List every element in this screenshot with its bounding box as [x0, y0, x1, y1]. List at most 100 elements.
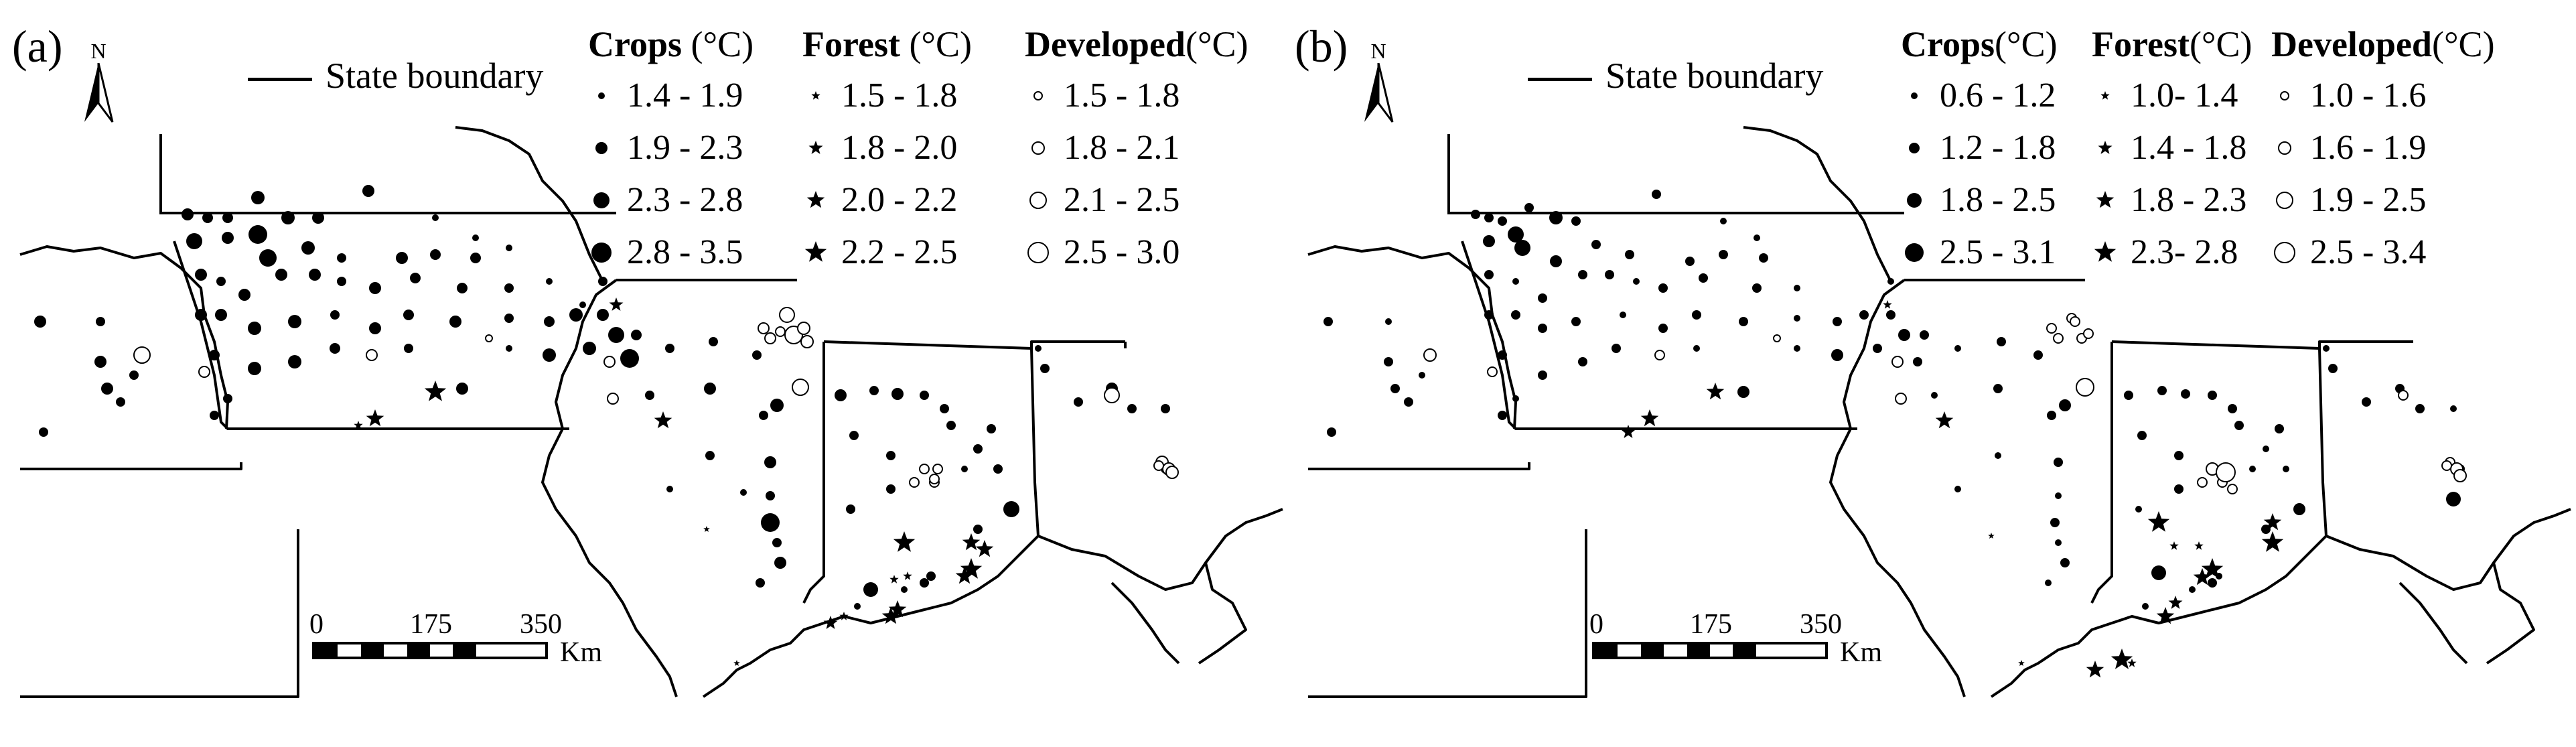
- crops-station-marker: [1538, 293, 1547, 303]
- forest-station-marker: [893, 531, 916, 552]
- legend-item: 2.5 - 3.4: [2271, 226, 2495, 279]
- developed-station-marker: [2076, 378, 2094, 397]
- star-icon: [811, 91, 820, 100]
- crops-station-marker: [2415, 404, 2425, 413]
- crops-station-marker: [1508, 226, 1524, 243]
- ring-icon: [2280, 91, 2289, 100]
- crops-station-marker: [665, 344, 674, 353]
- crops-station-marker: [215, 309, 227, 321]
- developed-station-marker: [2398, 390, 2409, 401]
- state-boundaries: [1307, 126, 2571, 698]
- crops-station-marker: [470, 253, 481, 263]
- crops-station-marker: [116, 397, 125, 407]
- crops-station-marker: [432, 214, 439, 221]
- crops-station-marker: [2249, 466, 2256, 472]
- crops-station-marker: [1794, 345, 1800, 352]
- crops-station-marker: [1327, 427, 1336, 437]
- crops-station-marker: [1161, 404, 1170, 413]
- legend-title: Developed(°C): [2271, 19, 2495, 70]
- crops-station-marker: [1498, 350, 1507, 360]
- developed-station-marker: [1104, 387, 1120, 403]
- legend-name: Crops: [588, 24, 683, 64]
- legend-range: 2.3 - 2.8: [627, 181, 743, 219]
- crops-station-marker: [251, 191, 265, 204]
- crops-station-marker: [869, 386, 879, 395]
- crops-station-marker: [34, 316, 46, 328]
- crops-station-marker: [248, 362, 261, 375]
- forest-station-marker: [2127, 659, 2137, 667]
- crops-station-marker: [2124, 391, 2133, 400]
- developed-station-marker: [603, 356, 616, 368]
- legend-range: 1.0 - 1.6: [2310, 76, 2427, 115]
- legend-unit: (°C): [1995, 24, 2058, 64]
- crops-station-marker: [222, 232, 234, 244]
- star-icon: [808, 141, 823, 154]
- crops-station-marker: [337, 253, 346, 263]
- crops-station-marker: [259, 249, 277, 267]
- forest-station-marker: [975, 540, 994, 557]
- crops-station-marker: [1512, 278, 1519, 285]
- dot-icon: [593, 192, 610, 208]
- crops-station-marker: [301, 241, 315, 255]
- crops-station-marker: [1692, 310, 1701, 320]
- legend-range: 2.5 - 3.1: [1940, 233, 2056, 271]
- forest-station-marker: [2261, 531, 2284, 552]
- crops-station-marker: [1571, 216, 1581, 226]
- forest-station-marker: [962, 533, 981, 551]
- crops-station-marker: [1954, 486, 1961, 492]
- forest-station-marker: [2086, 661, 2104, 678]
- developed-station-marker: [764, 332, 776, 344]
- crops-station-marker: [546, 278, 553, 285]
- scale-tick: 0: [309, 609, 324, 640]
- forest-station-marker: [2193, 568, 2212, 586]
- crops-station-marker: [1720, 218, 1727, 224]
- crops-station-marker: [759, 411, 768, 420]
- crops-station-marker: [2181, 389, 2190, 399]
- crops-station-marker: [2059, 399, 2071, 411]
- crops-station-marker: [987, 424, 996, 433]
- crops-station-marker: [2446, 492, 2461, 506]
- crops-station-marker: [504, 283, 514, 293]
- legend-item: 1.0 - 1.6: [2271, 70, 2495, 122]
- forest-station-marker: [2194, 541, 2204, 550]
- legend-range: 2.3- 2.8: [2131, 233, 2238, 271]
- crops-station-marker: [1550, 255, 1562, 267]
- star-icon: [806, 191, 825, 208]
- legend-range: 1.6 - 1.9: [2310, 129, 2427, 167]
- forest-station-marker: [888, 600, 907, 618]
- crops-station-marker: [1591, 240, 1601, 249]
- developed-station-marker: [1423, 348, 1437, 362]
- scale-tick: 350: [1800, 609, 1842, 640]
- crops-station-marker: [1886, 310, 1895, 320]
- forest-station-marker: [424, 381, 447, 401]
- legend-item: 1.0- 1.4: [2092, 70, 2252, 122]
- crops-station-marker: [666, 486, 673, 492]
- legend-item: 1.4 - 1.8: [2092, 122, 2252, 174]
- station-points-a: [34, 185, 1179, 666]
- crops-station-marker: [457, 283, 468, 293]
- star-icon: [2098, 141, 2113, 154]
- legend-title: Forest(°C): [2092, 19, 2252, 70]
- developed-station-marker: [758, 322, 770, 334]
- legend-crops: Crops(°C) 0.6 - 1.2 1.2 - 1.8 1.8 - 2.5 …: [1901, 19, 2058, 279]
- developed-station-marker: [2070, 316, 2080, 327]
- dot-icon: [1909, 143, 1920, 153]
- crops-station-marker: [863, 582, 878, 597]
- crops-station-marker: [1997, 337, 2006, 346]
- crops-station-marker: [186, 233, 202, 249]
- crops-station-marker: [774, 557, 786, 569]
- scale-bar: 0 175 350 Km: [1589, 608, 1882, 682]
- crops-station-marker: [1524, 203, 1534, 212]
- crops-station-marker: [2174, 451, 2184, 460]
- legend-unit: (°C): [2189, 24, 2252, 64]
- crops-station-marker: [1612, 344, 1621, 353]
- forest-station-marker: [881, 607, 900, 624]
- crops-station-marker: [766, 491, 775, 500]
- legend-name: Developed: [2271, 24, 2432, 64]
- crops-station-marker: [1571, 317, 1581, 326]
- crops-station-marker: [1920, 330, 1929, 340]
- crops-station-marker: [396, 252, 408, 264]
- legend-range: 1.4 - 1.9: [627, 76, 743, 115]
- crops-station-marker: [1549, 211, 1563, 224]
- crops-station-marker: [281, 211, 295, 224]
